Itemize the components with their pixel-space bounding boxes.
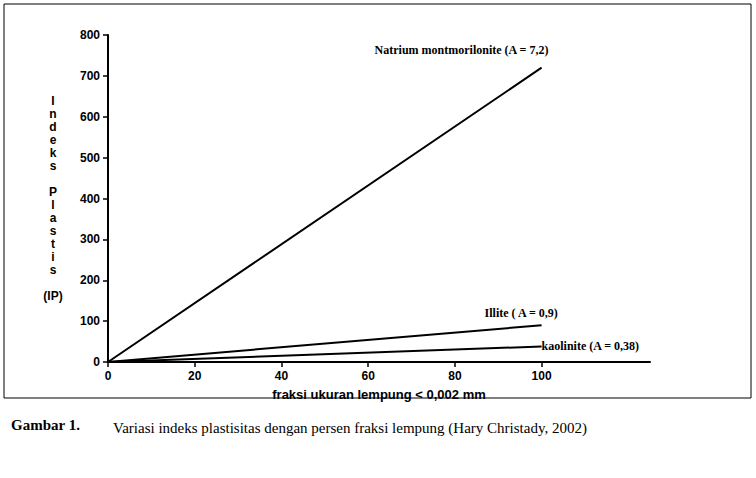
svg-text:l: l — [51, 198, 54, 212]
svg-text:Illite ( A = 0,9): Illite ( A = 0,9) — [485, 306, 558, 320]
svg-text:s: s — [50, 224, 57, 238]
svg-text:100: 100 — [80, 314, 100, 328]
svg-text:600: 600 — [80, 110, 100, 124]
svg-text:80: 80 — [448, 369, 462, 383]
svg-text:e: e — [50, 133, 57, 147]
svg-text:0: 0 — [93, 355, 100, 369]
svg-text:500: 500 — [80, 151, 100, 165]
svg-text:40: 40 — [275, 369, 289, 383]
svg-text:100: 100 — [532, 369, 552, 383]
svg-text:kaolinite (A = 0,38): kaolinite (A = 0,38) — [542, 339, 640, 353]
svg-text:60: 60 — [361, 369, 375, 383]
svg-text:Variasi indeks plastisitas den: Variasi indeks plastisitas dengan persen… — [113, 420, 587, 437]
svg-text:300: 300 — [80, 232, 100, 246]
svg-text:700: 700 — [80, 69, 100, 83]
svg-text:t: t — [51, 237, 55, 251]
svg-text:n: n — [49, 107, 56, 121]
svg-text:i: i — [51, 250, 54, 264]
svg-text:0: 0 — [105, 369, 112, 383]
svg-text:s: s — [50, 263, 57, 277]
svg-text:d: d — [49, 120, 56, 134]
svg-text:20: 20 — [188, 369, 202, 383]
svg-text:k: k — [50, 146, 57, 160]
svg-text:fraksi ukuran lempung < 0,002: fraksi ukuran lempung < 0,002 mm — [272, 387, 486, 402]
svg-text:800: 800 — [80, 28, 100, 42]
svg-text:400: 400 — [80, 192, 100, 206]
svg-text:200: 200 — [80, 273, 100, 287]
svg-text:a: a — [50, 211, 57, 225]
svg-text:P: P — [49, 185, 57, 199]
svg-text:I: I — [51, 94, 54, 108]
svg-text:s: s — [50, 159, 57, 173]
svg-text:Natrium montmorilonite (A = 7,: Natrium montmorilonite (A = 7,2) — [375, 43, 549, 57]
svg-text:Gambar 1.: Gambar 1. — [11, 417, 80, 433]
svg-text:(IP): (IP) — [43, 289, 62, 303]
